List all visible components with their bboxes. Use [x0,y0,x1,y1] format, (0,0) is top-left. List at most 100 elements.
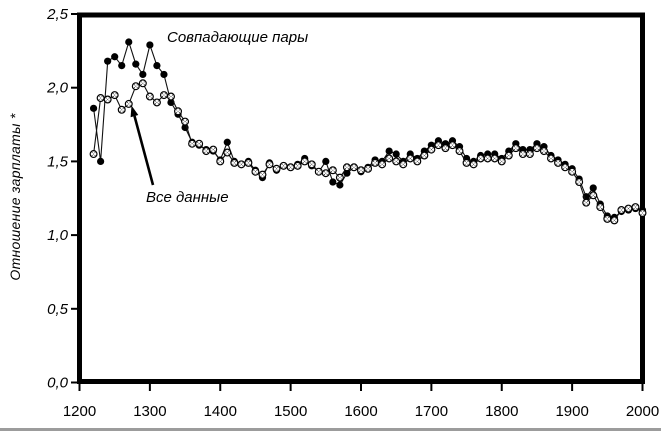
data-point-filled [392,150,400,158]
data-point-open [497,157,506,166]
x-tick-label: 1600 [344,403,377,420]
data-point-open [357,166,366,175]
data-point-filled [153,61,161,70]
data-point-open [117,105,126,114]
data-point-open [378,160,387,169]
y-tick-label: 1,0 [47,227,69,244]
data-point-open [511,144,520,153]
data-point-open [342,163,351,172]
data-point-open [596,203,605,212]
data-point-open [216,157,225,166]
y-tick-label: 0,5 [47,301,69,318]
data-point-open [96,94,105,103]
data-point-open [413,157,422,166]
data-point-open [483,154,492,163]
data-point-open [441,144,450,153]
data-point-filled [385,147,393,155]
data-point-open [603,214,612,223]
data-point-filled [336,181,344,189]
data-point-filled [223,138,231,146]
x-tick-label: 2000 [626,403,659,420]
data-point-open [145,92,154,101]
data-point-filled [118,61,126,70]
y-tick-label: 2,5 [46,6,69,23]
data-point-filled [160,70,168,79]
image-bottom-border [0,428,661,431]
data-point-open [469,160,478,169]
series-all-data [89,79,647,225]
data-point-filled [104,57,112,65]
data-point-open [244,158,253,167]
data-point-open [314,167,323,176]
data-point-open [124,99,133,108]
data-point-open [152,98,161,107]
annotation-all-data-label: Все данные [146,189,229,206]
plot-border [77,12,645,384]
data-point-open [617,206,626,215]
data-point-open [237,160,246,169]
annotation-arrow [130,105,155,186]
data-point-open [307,160,316,169]
x-tick-label: 1300 [133,403,166,420]
data-point-open [202,147,211,156]
data-point-filled [343,169,351,177]
data-point-open [504,151,513,160]
data-point-open [525,150,534,159]
data-point-open [568,167,577,176]
data-point-open [547,154,556,163]
data-point-open [364,164,373,173]
x-tick-label: 1500 [274,403,307,420]
data-point-open [624,204,633,213]
data-point-open [159,91,168,100]
data-point-open [174,107,183,116]
data-point-filled [329,178,337,186]
data-point-filled [125,38,133,46]
data-point-open [518,150,527,159]
data-point-open [209,145,218,154]
data-point-open [420,151,429,160]
y-axis-title: Отношение зарплаты * [7,113,23,281]
data-point-open [131,82,140,91]
data-point-open [230,158,239,167]
data-point-open [371,158,380,167]
data-point-open [265,160,274,169]
data-point-open [89,150,98,159]
data-point-open [188,139,197,148]
data-point-open [258,170,267,179]
data-point-open [251,167,260,176]
data-point-filled [146,41,154,49]
data-point-open [272,164,281,173]
y-tick-label: 1,5 [47,153,69,170]
data-point-open [532,144,541,153]
data-point-open [434,141,443,150]
data-point-open [582,198,591,207]
data-point-open [589,191,598,200]
data-point-open [181,117,190,126]
data-point-open [321,169,330,178]
annotation-matched-pairs-label: Совпадающие пары [167,29,309,46]
x-tick-label: 1400 [204,403,237,420]
data-point-open [462,158,471,167]
data-point-open [293,161,302,170]
data-point-open [223,148,232,157]
data-point-open [279,161,288,170]
data-point-filled [589,184,597,192]
data-point-filled [132,60,140,68]
data-point-filled [322,157,330,165]
x-tick-label: 1900 [555,403,588,420]
data-point-open [335,173,344,182]
data-point-open [195,139,204,148]
data-point-open [554,158,563,167]
data-point-filled [111,53,119,61]
data-point-open [638,208,647,217]
data-point-filled [89,104,98,112]
data-point-open [575,178,584,187]
data-point-open [286,163,295,172]
data-point-open [476,154,485,163]
data-point-open [399,160,408,169]
data-point-open [561,163,570,172]
data-point-open [539,147,548,156]
x-tick-label: 1800 [485,403,518,420]
